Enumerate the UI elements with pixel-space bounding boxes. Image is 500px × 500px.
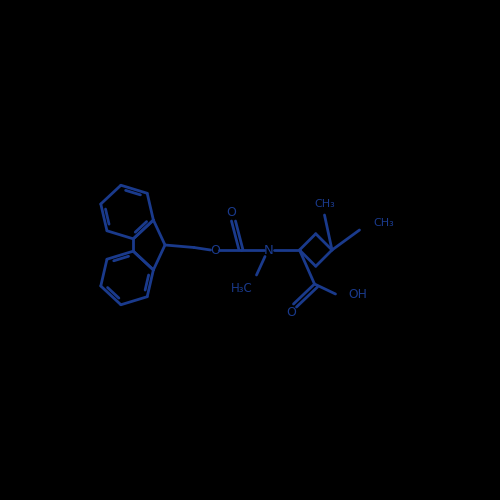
Text: O: O: [226, 206, 236, 219]
Text: O: O: [286, 306, 296, 320]
Text: O: O: [210, 244, 220, 256]
Text: CH₃: CH₃: [314, 199, 335, 209]
Text: N: N: [264, 244, 274, 256]
Text: CH₃: CH₃: [374, 218, 394, 228]
Text: H₃C: H₃C: [231, 282, 253, 294]
Text: OH: OH: [348, 288, 367, 300]
